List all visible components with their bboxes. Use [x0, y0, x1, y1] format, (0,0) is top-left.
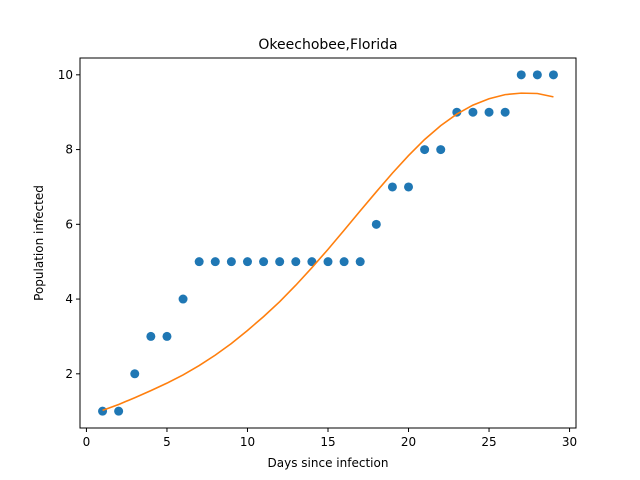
data-point — [468, 107, 478, 117]
fit-line — [102, 92, 554, 412]
data-point — [452, 107, 462, 117]
y-tick-label: 8 — [65, 143, 73, 157]
data-point — [323, 257, 333, 267]
data-point — [130, 369, 140, 379]
data-point — [210, 257, 220, 267]
data-point — [339, 257, 349, 267]
y-axis-label: Population infected — [32, 185, 46, 301]
data-point — [98, 406, 108, 416]
data-point — [387, 182, 397, 192]
x-tick-label: 25 — [481, 435, 496, 449]
data-point — [146, 331, 156, 341]
data-point — [226, 257, 236, 267]
y-axis: 2 4 6 8 10 — [58, 68, 80, 381]
chart-title: Okeechobee,Florida — [258, 37, 397, 53]
data-point — [484, 107, 494, 117]
y-tick-label: 6 — [65, 217, 73, 231]
data-point — [420, 145, 430, 155]
data-point — [532, 70, 542, 80]
y-tick-label: 4 — [65, 292, 73, 306]
x-tick-label: 15 — [320, 435, 335, 449]
x-tick-label: 30 — [562, 435, 577, 449]
data-point — [162, 331, 172, 341]
data-point — [371, 219, 381, 229]
y-tick-label: 2 — [65, 367, 73, 381]
data-point — [516, 70, 526, 80]
data-point — [500, 107, 510, 117]
data-point — [291, 257, 301, 267]
data-point — [178, 294, 188, 304]
data-point — [194, 257, 204, 267]
x-tick-label: 20 — [401, 435, 416, 449]
data-point — [404, 182, 414, 192]
x-axis: 0 5 10 15 20 25 30 — [83, 428, 577, 449]
x-tick-label: 0 — [83, 435, 91, 449]
data-point — [436, 145, 446, 155]
plot-area — [98, 70, 558, 416]
y-tick-label: 10 — [58, 68, 73, 82]
data-point — [355, 257, 365, 267]
data-point — [275, 257, 285, 267]
x-axis-label: Days since infection — [268, 456, 389, 470]
x-tick-label: 5 — [163, 435, 171, 449]
data-point — [259, 257, 269, 267]
data-point — [548, 70, 558, 80]
data-point — [114, 406, 124, 416]
data-point — [242, 257, 252, 267]
x-tick-label: 10 — [240, 435, 255, 449]
